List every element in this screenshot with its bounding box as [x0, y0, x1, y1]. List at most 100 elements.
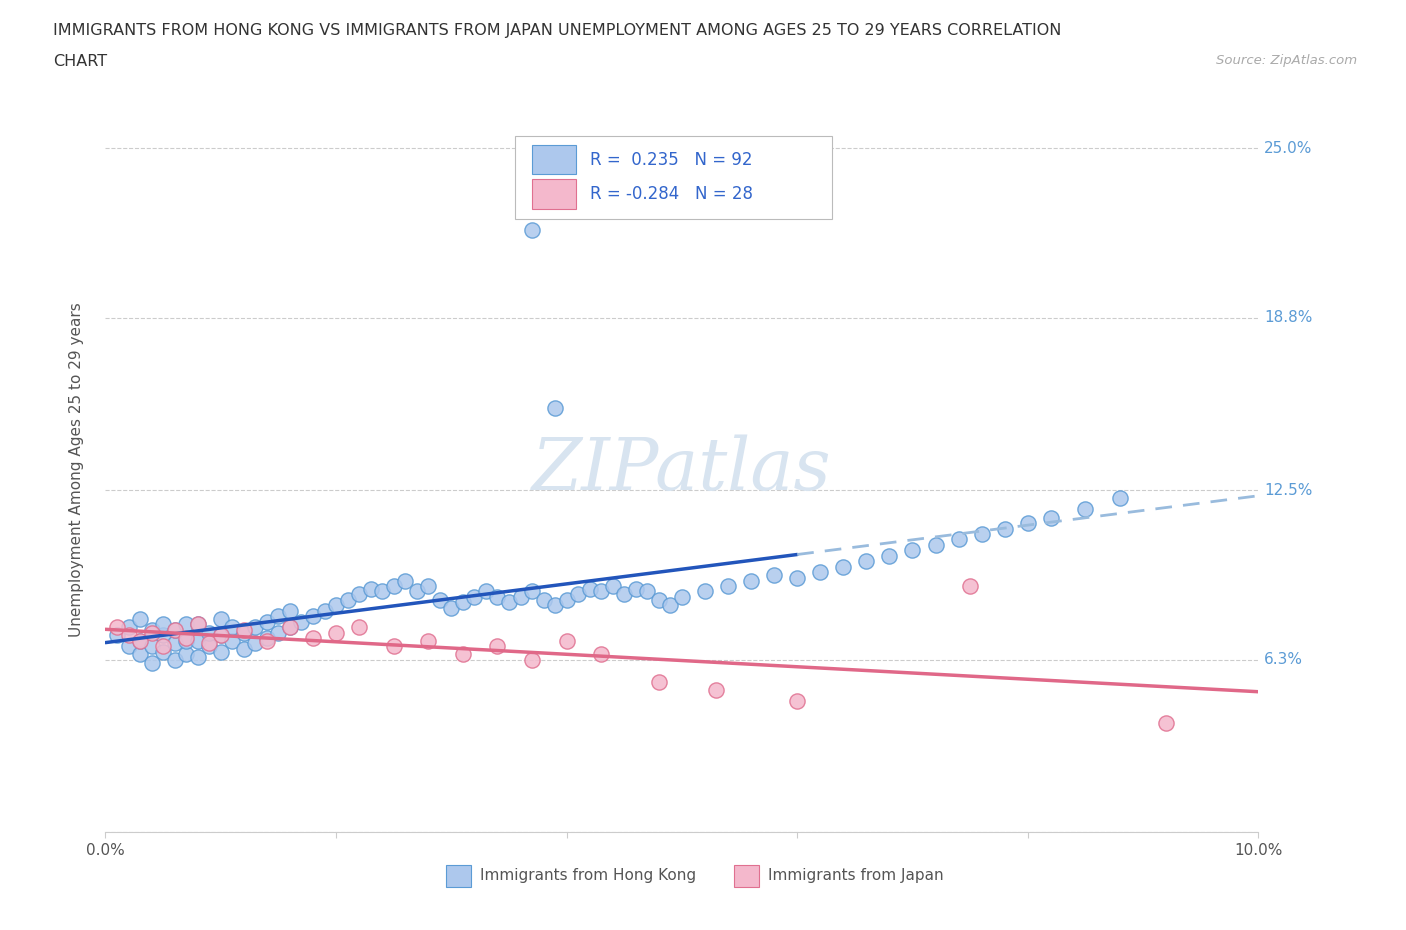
Point: [533, 592, 555, 607]
Point: [302, 631, 325, 645]
Point: [129, 633, 152, 648]
Point: [1109, 491, 1132, 506]
Point: [994, 521, 1017, 536]
Point: [371, 584, 394, 599]
Point: [278, 604, 301, 618]
Point: [648, 592, 671, 607]
Text: 25.0%: 25.0%: [1264, 140, 1313, 155]
Point: [117, 639, 139, 654]
Point: [117, 628, 139, 643]
Point: [706, 683, 728, 698]
Point: [174, 633, 197, 648]
Point: [1039, 511, 1062, 525]
Point: [117, 619, 139, 634]
Point: [187, 617, 209, 631]
Point: [163, 622, 186, 637]
Point: [1154, 715, 1177, 730]
Point: [382, 639, 405, 654]
Text: Immigrants from Hong Kong: Immigrants from Hong Kong: [481, 869, 696, 883]
Point: [209, 628, 232, 643]
Point: [693, 584, 716, 599]
Text: R =  0.235   N = 92: R = 0.235 N = 92: [589, 151, 752, 169]
Point: [970, 526, 993, 541]
Point: [948, 532, 970, 547]
Text: 18.8%: 18.8%: [1264, 311, 1313, 325]
Bar: [734, 865, 759, 887]
Point: [924, 538, 946, 552]
Point: [520, 584, 543, 599]
Point: [209, 644, 232, 659]
Point: [879, 549, 901, 564]
Point: [129, 633, 152, 648]
Point: [174, 647, 197, 662]
Point: [209, 628, 232, 643]
Point: [671, 590, 693, 604]
Point: [256, 633, 278, 648]
Point: [209, 611, 232, 626]
Bar: [446, 865, 471, 887]
Point: [325, 625, 347, 640]
Point: [152, 617, 174, 631]
Point: [174, 631, 197, 645]
Point: [141, 639, 163, 654]
Point: [486, 590, 509, 604]
Point: [290, 614, 312, 629]
Point: [578, 581, 600, 596]
Point: [105, 628, 128, 643]
Point: [105, 619, 128, 634]
Point: [544, 598, 567, 613]
Point: [221, 619, 243, 634]
Point: [832, 559, 855, 574]
Point: [129, 611, 152, 626]
Point: [141, 656, 163, 671]
Point: [567, 587, 589, 602]
Point: [256, 614, 278, 629]
Point: [486, 639, 509, 654]
Point: [232, 642, 254, 657]
Point: [336, 592, 359, 607]
Text: Immigrants from Japan: Immigrants from Japan: [768, 869, 943, 883]
Point: [520, 222, 543, 237]
Point: [509, 590, 531, 604]
Point: [187, 617, 209, 631]
Point: [659, 598, 682, 613]
Point: [624, 581, 647, 596]
Point: [382, 578, 405, 593]
Point: [591, 647, 613, 662]
Point: [152, 628, 174, 643]
Point: [613, 587, 636, 602]
Text: R = -0.284   N = 28: R = -0.284 N = 28: [589, 185, 752, 203]
Point: [429, 592, 451, 607]
Point: [418, 633, 440, 648]
Point: [498, 595, 520, 610]
Text: IMMIGRANTS FROM HONG KONG VS IMMIGRANTS FROM JAPAN UNEMPLOYMENT AMONG AGES 25 TO: IMMIGRANTS FROM HONG KONG VS IMMIGRANTS …: [53, 23, 1062, 38]
Point: [347, 587, 370, 602]
FancyBboxPatch shape: [515, 136, 832, 219]
Point: [591, 584, 613, 599]
Point: [901, 543, 924, 558]
Point: [717, 578, 740, 593]
Point: [451, 595, 474, 610]
Bar: [531, 145, 576, 175]
Point: [198, 636, 221, 651]
Point: [602, 578, 624, 593]
Point: [405, 584, 427, 599]
Point: [267, 625, 290, 640]
Point: [163, 636, 186, 651]
Point: [347, 619, 370, 634]
Point: [418, 578, 440, 593]
Y-axis label: Unemployment Among Ages 25 to 29 years: Unemployment Among Ages 25 to 29 years: [69, 302, 84, 637]
Point: [1074, 502, 1097, 517]
Point: [232, 622, 254, 637]
Point: [278, 619, 301, 634]
Point: [187, 650, 209, 665]
Point: [636, 584, 658, 599]
Point: [360, 581, 382, 596]
Point: [152, 644, 174, 659]
Point: [245, 636, 267, 651]
Point: [325, 598, 347, 613]
Point: [555, 592, 578, 607]
Point: [198, 639, 221, 654]
Point: [141, 625, 163, 640]
Point: [187, 633, 209, 648]
